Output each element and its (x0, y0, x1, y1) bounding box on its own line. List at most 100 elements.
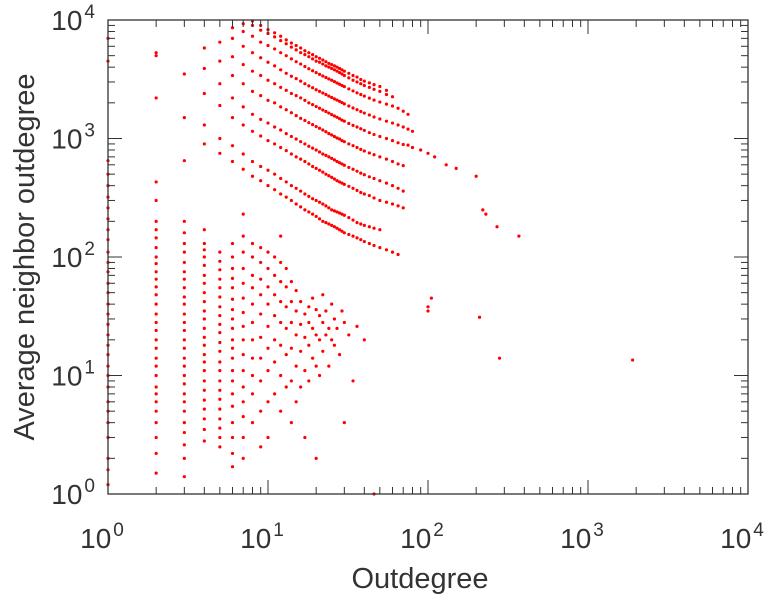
data-point (273, 64, 277, 68)
data-point (218, 435, 222, 440)
data-point (347, 121, 351, 126)
data-point (182, 295, 186, 299)
data-point (218, 314, 222, 318)
y-tick-label: 10 2 (51, 239, 95, 273)
data-point (355, 108, 359, 112)
data-point (294, 202, 298, 206)
data-point (218, 360, 222, 364)
data-point (218, 250, 222, 254)
data-point (335, 81, 339, 85)
data-point (321, 91, 325, 95)
data-point (230, 451, 235, 456)
data-point (311, 57, 315, 61)
data-point (351, 234, 355, 238)
data-point (154, 54, 158, 58)
data-point (259, 40, 263, 44)
data-point (279, 373, 283, 378)
data-point (307, 210, 311, 214)
data-point (259, 134, 263, 138)
data-point (340, 181, 344, 185)
data-point (340, 162, 344, 166)
data-point (299, 46, 303, 50)
data-point (390, 184, 395, 188)
data-point (250, 89, 255, 93)
data-point (294, 289, 298, 293)
data-point (202, 407, 206, 411)
data-point (299, 385, 303, 389)
data-point (218, 82, 222, 86)
data-point (279, 260, 283, 265)
data-point (359, 127, 363, 131)
data-point (273, 314, 277, 318)
data-point (284, 353, 288, 357)
data-point (230, 317, 235, 321)
data-point (279, 34, 283, 38)
data-point (307, 320, 311, 325)
data-point (335, 98, 339, 102)
data-point (284, 385, 288, 389)
data-point (266, 266, 270, 271)
data-point (250, 302, 255, 306)
data-point (332, 158, 336, 162)
data-point (202, 46, 206, 50)
data-point (202, 353, 206, 357)
data-point (342, 102, 346, 106)
x-tick-label: 10 1 (240, 520, 284, 554)
data-point (218, 331, 222, 335)
data-point (314, 148, 318, 152)
data-point (241, 82, 245, 86)
data-point (273, 142, 277, 146)
data-point (362, 338, 366, 342)
data-point (307, 194, 311, 198)
data-point (390, 95, 395, 99)
data-point (299, 189, 303, 193)
data-point (241, 234, 245, 238)
data-point (307, 144, 311, 148)
data-point (202, 309, 206, 313)
data-point (250, 112, 255, 116)
data-point (351, 73, 355, 78)
data-point (182, 400, 186, 404)
data-point (321, 152, 325, 156)
data-point (279, 234, 283, 238)
data-point (218, 268, 222, 272)
data-point (311, 326, 315, 330)
data-point (230, 266, 235, 271)
data-point (355, 221, 359, 225)
data-point (182, 346, 186, 350)
data-point (284, 71, 288, 75)
data-point (250, 320, 255, 325)
data-point (259, 117, 263, 121)
data-point (250, 159, 255, 164)
data-point (289, 57, 293, 61)
y-tick-label: 10 1 (51, 358, 95, 392)
data-point (241, 250, 245, 254)
data-point (372, 196, 376, 200)
data-point (273, 47, 277, 51)
data-point (330, 95, 334, 100)
data-point (484, 212, 488, 216)
data-point (154, 228, 158, 232)
data-point (202, 263, 206, 267)
data-point (444, 163, 448, 167)
data-point (303, 435, 307, 440)
data-point (218, 407, 222, 411)
data-point (273, 172, 277, 176)
data-point (284, 326, 288, 330)
data-point (384, 136, 389, 141)
data-point (266, 98, 270, 102)
data-point (154, 346, 158, 350)
data-point (289, 300, 293, 304)
data-point (347, 76, 351, 80)
data-point (303, 208, 307, 212)
data-point (218, 388, 222, 392)
data-point (279, 280, 283, 284)
data-point (154, 302, 158, 306)
data-point (284, 305, 288, 309)
data-point (362, 83, 366, 88)
data-point (367, 193, 371, 198)
data-point (299, 96, 303, 100)
data-point (279, 300, 283, 304)
data-point (279, 192, 283, 196)
data-point (230, 159, 235, 164)
